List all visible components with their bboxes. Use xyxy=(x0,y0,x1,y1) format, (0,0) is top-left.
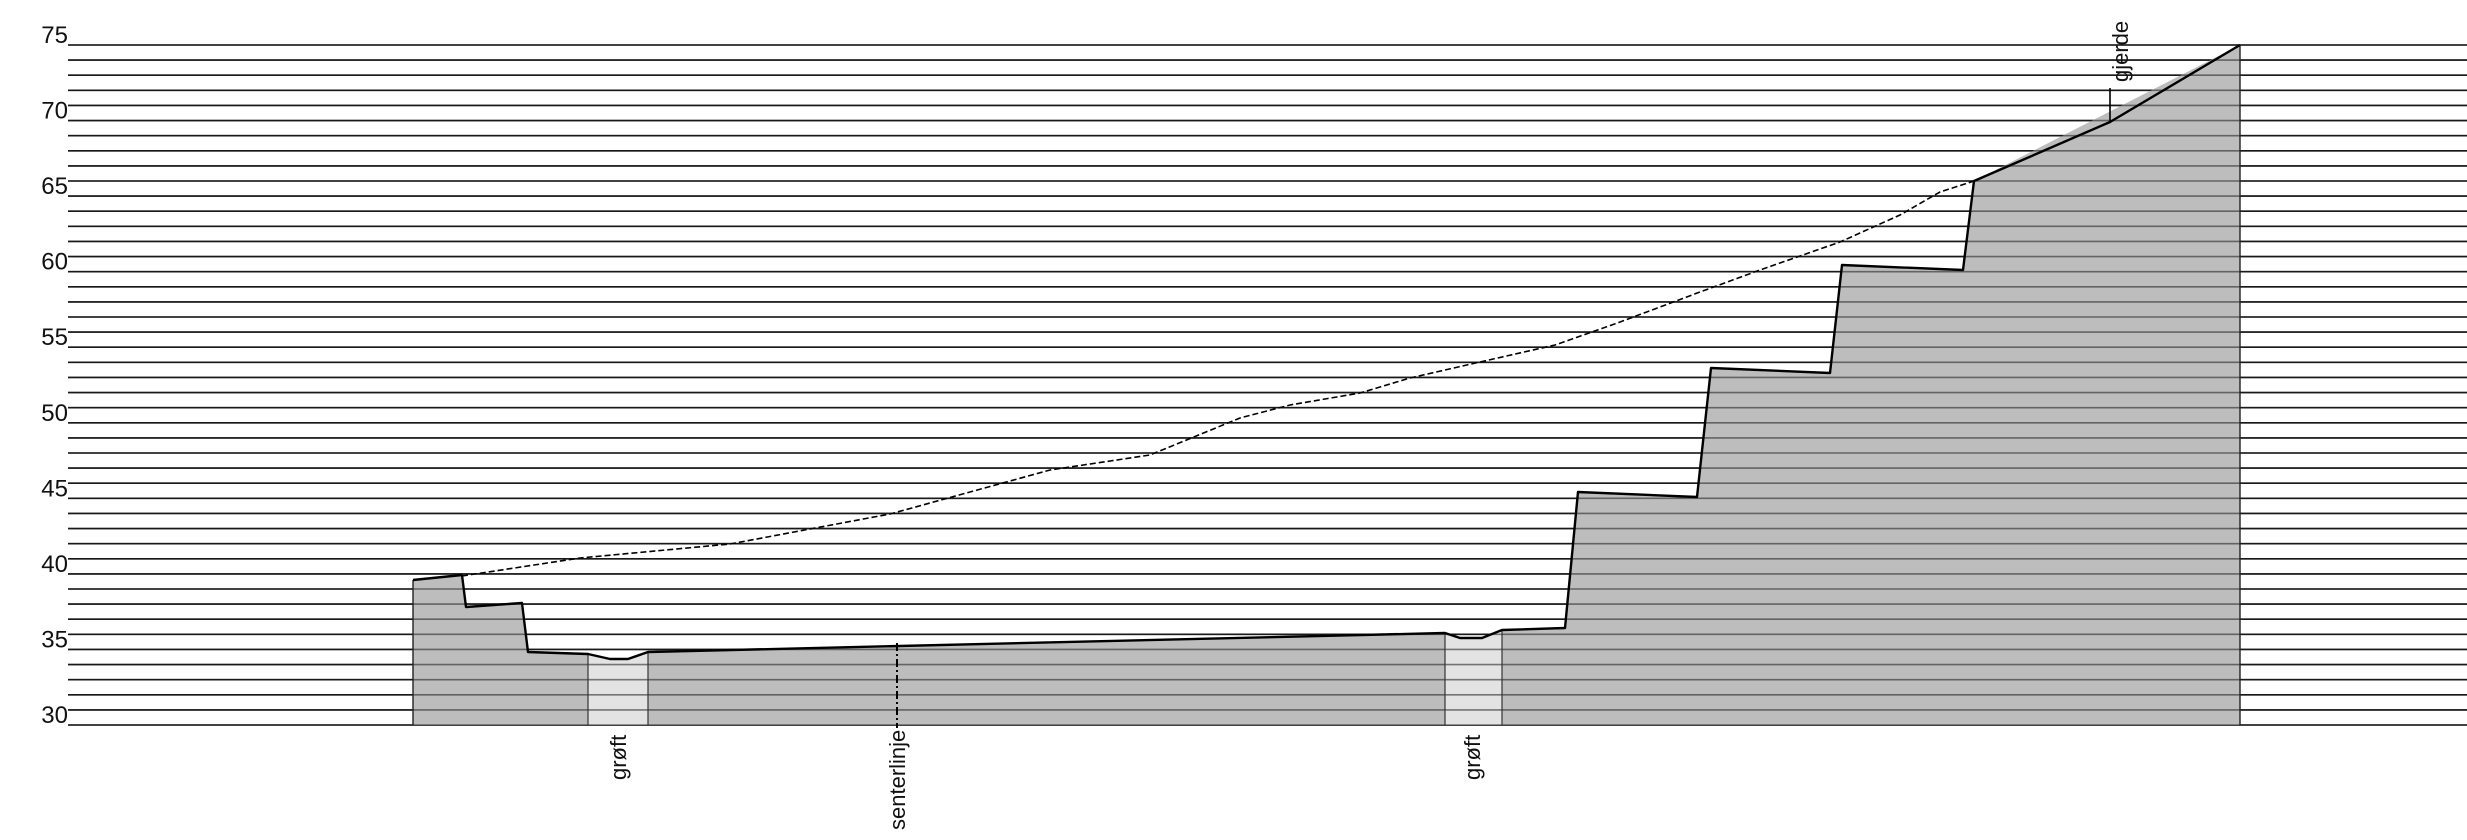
y-axis-label: 45 xyxy=(41,475,68,502)
ditch-boundaries xyxy=(587,630,1503,725)
fence-label: gjerde xyxy=(2108,21,2133,82)
y-axis-label: 40 xyxy=(41,551,68,578)
existing-terrain-line xyxy=(461,180,1975,577)
ditch-right-fill xyxy=(1445,630,1502,725)
y-axis-label: 50 xyxy=(41,400,68,427)
y-axis-label: 55 xyxy=(41,324,68,351)
y-axis-label: 35 xyxy=(41,626,68,653)
y-axis-labels: 30 35 40 45 50 55 60 65 70 75 xyxy=(41,22,68,729)
profile-outline xyxy=(412,43,2241,661)
elevation-gridlines-overlay xyxy=(68,44,2467,726)
terrain-fill xyxy=(413,45,2240,725)
ditch-left-label: grøft xyxy=(606,735,631,780)
ditch-left-fill xyxy=(588,652,648,725)
ditch-right-label: grøft xyxy=(1460,735,1485,780)
y-axis-label: 75 xyxy=(41,22,68,49)
y-axis-label: 60 xyxy=(41,249,68,276)
y-axis-label: 65 xyxy=(41,173,68,200)
centerline-label: senterlinje xyxy=(885,730,910,830)
y-axis-label: 30 xyxy=(41,702,68,729)
y-axis-label: 70 xyxy=(41,98,68,125)
